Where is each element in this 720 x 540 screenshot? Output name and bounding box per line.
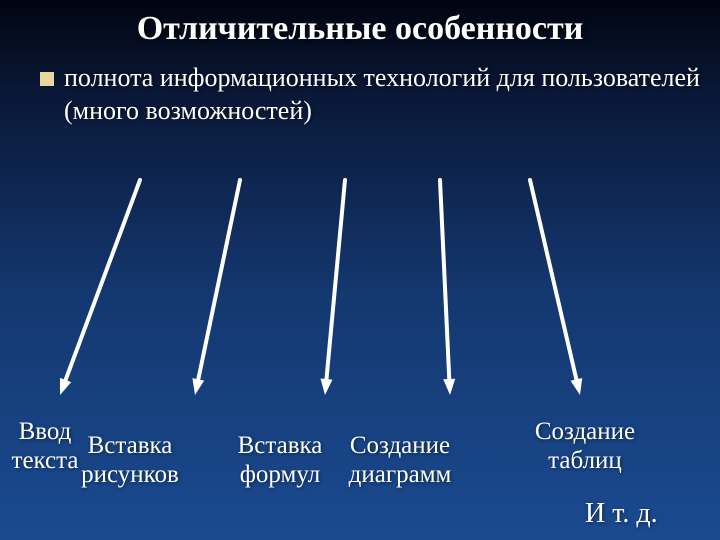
slide-title: Отличительные особенности — [0, 10, 720, 48]
slide: Отличительные особенности полнота информ… — [0, 0, 720, 540]
branch-label: Создание диаграмм — [335, 432, 465, 490]
branch-label: Вставка рисунков — [65, 432, 195, 490]
arrow-head-icon — [443, 379, 455, 395]
bullet-item: полнота информационных технологий для по… — [40, 62, 700, 127]
branch-label: Вставка формул — [220, 432, 340, 490]
bullet-text: полнота информационных технологий для по… — [64, 62, 700, 127]
etc-text: И т. д. — [585, 498, 658, 530]
arrow-head-icon — [571, 378, 583, 395]
branch-label: Создание таблиц — [515, 418, 655, 476]
arrow-shaft — [63, 180, 140, 386]
arrow-shaft — [530, 180, 578, 386]
arrow-head-icon — [321, 379, 333, 395]
arrow-shaft — [197, 180, 240, 386]
bullet-marker-icon — [40, 72, 54, 86]
arrow-head-icon — [192, 378, 204, 395]
arrow-head-icon — [60, 378, 71, 395]
arrow-shaft — [326, 180, 345, 385]
arrow-shaft — [440, 180, 450, 385]
